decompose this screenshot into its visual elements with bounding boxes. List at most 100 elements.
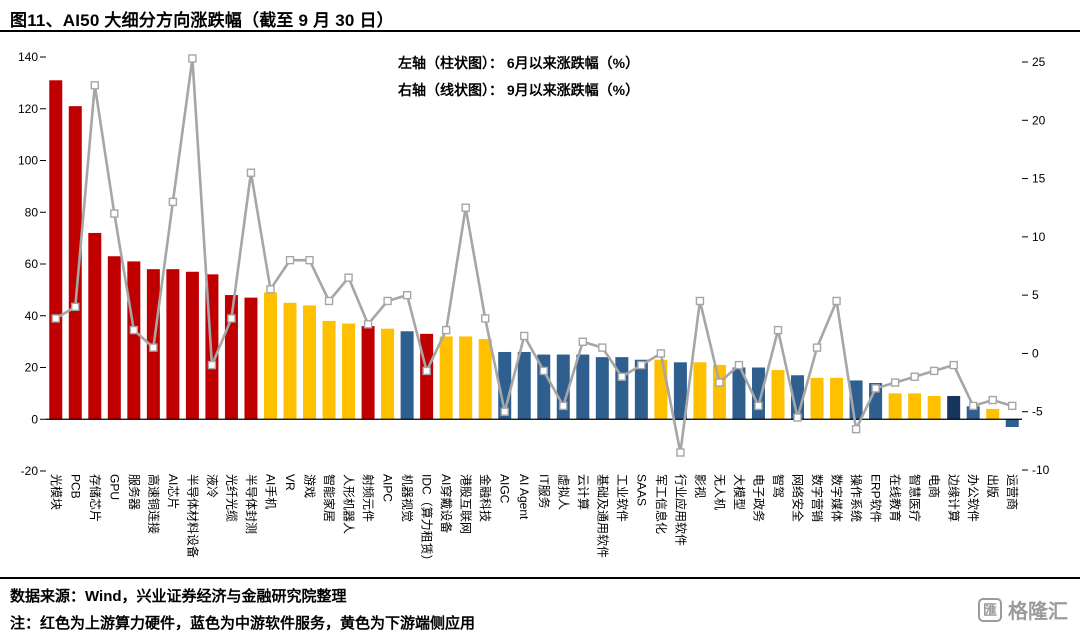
chart-legend: 左轴（柱状图）： 6月以来涨跌幅（%） 右轴（线状图）： 9月以来涨跌幅（%） [398,50,639,105]
x-axis-label: 半导体封测 [244,474,258,534]
gelonghui-logo-icon: 匯 [978,597,1002,622]
x-axis-label: 出版 [986,474,1000,498]
x-axis-label: SAAS [634,474,648,506]
x-axis-label: 存储芯片 [88,474,103,522]
x-axis-label: 智驾 [771,474,786,498]
right-axis-tick-label: 10 [1032,230,1046,244]
legend-left-axis-label: 左轴（柱状图）： 6月以来涨跌幅（%） [398,55,640,71]
x-axis-label: AI穿戴设备 [439,474,454,533]
line-marker [461,203,470,212]
line-marker [129,325,139,335]
line-marker [539,366,548,376]
x-axis-label: 电商 [927,474,942,498]
bar [634,359,648,420]
right-axis-tick-label: 15 [1032,172,1046,186]
line-marker [520,331,529,341]
x-axis-label: 人形机器人 [342,474,356,534]
right-axis-tick-label: 20 [1032,113,1046,127]
line-marker [285,255,295,265]
x-axis-label: PCB [68,474,82,499]
color-coding-note: 注：红色为上游算力硬件，蓝色为中游软件服务，黄色为下游端侧应用 [10,615,476,632]
x-axis-label: 射频元件 [361,474,376,522]
footer-divider [0,577,1080,579]
line-marker [383,296,392,306]
x-axis-label: 网络安全 [791,474,806,522]
x-axis-label: 基础及通用软件 [595,474,609,558]
bar [576,354,590,420]
x-axis-label: 行业应用软件 [673,474,688,546]
x-axis-label: 液冷 [205,474,220,498]
x-axis-label: 数字营销 [810,474,825,522]
bar [283,302,297,420]
x-axis-label: AI Agent [517,474,531,520]
data-source-note: 数据来源：Wind，兴业证券经济与金融研究院整理 [10,588,347,605]
line-marker [793,413,802,422]
left-axis-tick-label: 20 [25,361,39,375]
x-axis-label: IDC（算力租赁） [420,474,435,567]
x-axis-label: IT服务 [537,474,552,509]
bar [244,297,258,420]
x-axis-label: 运营商 [1005,474,1020,510]
x-axis-label: 操作系统 [849,474,864,522]
line-marker [695,296,705,306]
line-marker [988,395,997,405]
line-marker [715,378,724,387]
line-marker [168,197,178,207]
line-marker [910,372,919,381]
bar [673,362,687,420]
bar [712,364,726,420]
page-title: 图11、AI50 大细分方向涨跌幅（截至 9 月 30 日） [10,11,394,30]
line-marker [149,343,158,352]
x-axis-label: 数字媒体 [830,474,845,522]
x-axis-label: 大模型 [732,474,746,510]
x-axis-label: 云计算 [576,474,591,510]
bar [361,326,375,420]
left-axis-tick-label: 100 [18,154,38,168]
right-axis-tick-label: 5 [1032,288,1039,302]
x-axis-label: GPU [107,474,121,500]
line-marker [1008,401,1017,411]
line-marker [246,168,256,177]
x-axis-label: 边缘计算 [947,474,962,522]
line-marker [559,401,568,411]
bar [771,370,785,420]
line-marker [227,314,236,323]
chart-area: 140 120 100 80 60 40 20 0 -20 25 20 15 10 5 0 -5 -10 光模块 P… [0,32,1080,577]
bar [420,333,434,420]
x-axis-label: 高速铜连接 [146,474,161,534]
bar [1005,419,1019,428]
x-axis-label: 半导体材料设备 [185,474,199,558]
line-marker [481,314,490,323]
x-axis-label: AI芯片 [166,474,180,509]
bar [830,377,844,420]
left-axis-tick-label: 140 [18,50,38,64]
x-axis-label: 电子政务 [751,474,766,522]
x-axis-label: 游戏 [303,474,317,498]
bar [263,292,277,420]
x-axis-label: 光纤光缆 [224,474,238,522]
bar [49,80,63,420]
left-axis-tick-label: 40 [25,309,39,323]
line-marker [676,448,685,457]
bar [400,331,414,420]
right-axis-tick-label: -5 [1032,405,1043,419]
x-axis-label: AI手机 [263,474,277,509]
line-marker [598,343,607,352]
line-marker [207,360,217,370]
bar [888,393,902,420]
x-axis-label: 金融科技 [478,474,493,522]
line-marker [832,296,841,306]
x-axis-label: 在线教育 [888,474,903,522]
bar [459,336,473,420]
x-axis-label: 办公软件 [966,474,981,522]
bar [615,357,629,420]
line-marker [949,360,958,370]
line-marker [851,425,861,434]
line-marker [110,209,119,218]
right-axis-tick-label: -10 [1032,463,1050,477]
bar [439,336,453,420]
x-axis-label: 光模块 [49,474,63,510]
bar [166,269,180,420]
bar [595,357,609,420]
line-marker [324,296,334,306]
